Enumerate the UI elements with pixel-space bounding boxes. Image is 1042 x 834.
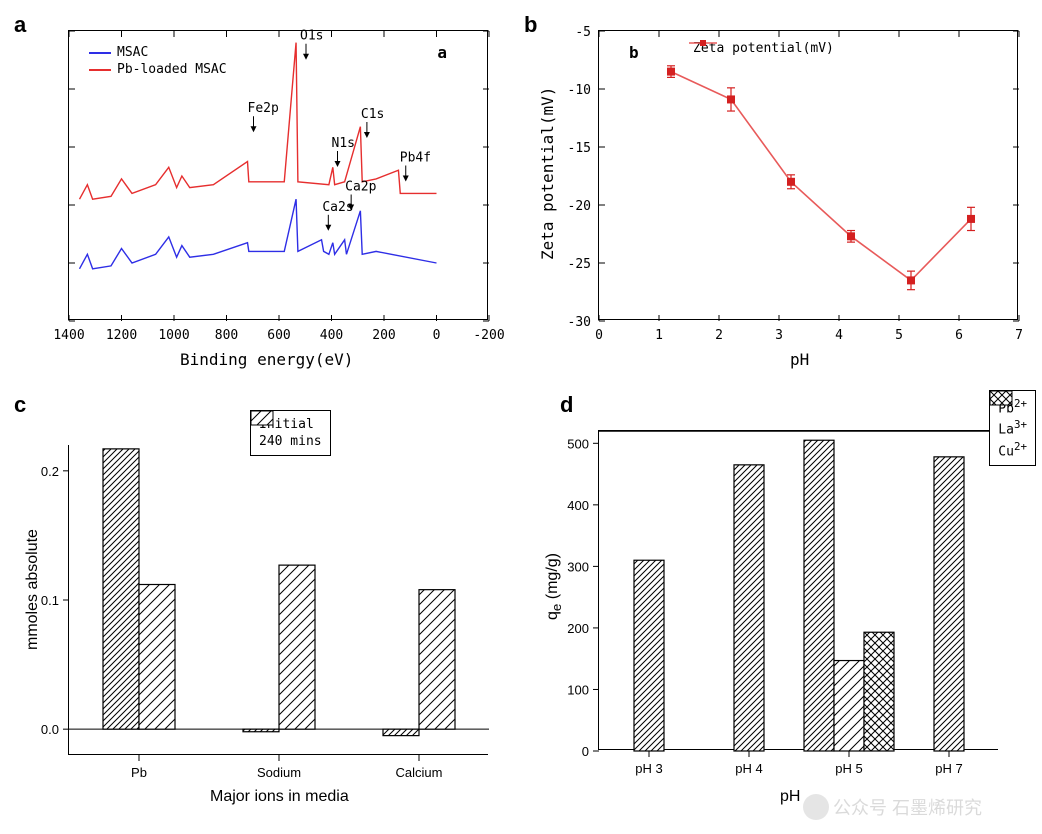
axis-y-label: qe (mg/g) bbox=[544, 553, 564, 620]
svg-text:3: 3 bbox=[775, 328, 783, 343]
svg-text:400: 400 bbox=[320, 328, 343, 343]
inset-label: a bbox=[437, 43, 447, 62]
svg-text:Pb4f: Pb4f bbox=[400, 151, 431, 166]
svg-text:-20: -20 bbox=[568, 199, 591, 214]
legend-text: La3+ bbox=[998, 418, 1027, 437]
svg-text:-5: -5 bbox=[575, 25, 591, 40]
legend-text: Pb-loaded MSAC bbox=[117, 62, 227, 77]
legend-text: Cu2+ bbox=[998, 440, 1027, 459]
svg-text:800: 800 bbox=[215, 328, 238, 343]
svg-text:Ca2p: Ca2p bbox=[345, 180, 376, 195]
plot-b-svg: 01234567-30-25-20-15-10-5 bbox=[599, 31, 1019, 321]
panel-a: a 1400 1200 1000 800 600 400 200 0 -200 O1s Fe2p N1… bbox=[10, 10, 510, 380]
panel-d-legend: Pb2+ La3+ Cu2+ bbox=[989, 390, 1036, 466]
svg-text:0: 0 bbox=[582, 744, 589, 759]
svg-text:C1s: C1s bbox=[361, 107, 384, 122]
svg-text:-200: -200 bbox=[473, 328, 504, 343]
svg-text:2: 2 bbox=[715, 328, 723, 343]
svg-text:N1s: N1s bbox=[332, 136, 355, 151]
plot-d-svg: 0100200300400500pH 3pH 4pH 5pH 7 bbox=[599, 431, 1009, 771]
watermark-text: 公众号 石墨烯研究 bbox=[833, 794, 982, 820]
inset-label-b: b bbox=[629, 43, 639, 62]
svg-text:1400: 1400 bbox=[53, 328, 84, 343]
svg-text:Pb: Pb bbox=[131, 765, 147, 780]
svg-text:-30: -30 bbox=[568, 315, 591, 330]
svg-text:pH 7: pH 7 bbox=[935, 761, 962, 776]
plot-b-area: 01234567-30-25-20-15-10-5 b Zeta potenti… bbox=[598, 30, 1018, 320]
svg-text:1000: 1000 bbox=[158, 328, 189, 343]
svg-text:1200: 1200 bbox=[106, 328, 137, 343]
panel-c: c 0.00.10.2PbSodiumC bbox=[10, 390, 510, 820]
legend-swatch bbox=[990, 391, 1012, 405]
panel-b: b 01234567-30-25-20-15-10-5 b Zeta poten… bbox=[520, 10, 1040, 380]
svg-text:Ca2s: Ca2s bbox=[322, 200, 353, 215]
legend-row: La3+ bbox=[998, 418, 1027, 437]
svg-text:4: 4 bbox=[835, 328, 843, 343]
axis-x-label: Major ions in media bbox=[210, 788, 349, 806]
panel-c-legend: Initial 240 mins bbox=[250, 410, 331, 456]
svg-text:-10: -10 bbox=[568, 83, 591, 98]
svg-text:0.1: 0.1 bbox=[41, 593, 59, 608]
legend-swatch bbox=[89, 52, 111, 54]
svg-text:0: 0 bbox=[595, 328, 603, 343]
legend-text: MSAC bbox=[117, 45, 148, 60]
svg-text:O1s: O1s bbox=[300, 29, 323, 44]
plot-c-svg: 0.00.10.2PbSodiumCalcium bbox=[59, 435, 499, 765]
axis-x-label: pH bbox=[790, 350, 809, 369]
panel-b-label: b bbox=[524, 12, 537, 38]
svg-text:600: 600 bbox=[267, 328, 290, 343]
panel-d: d 0100200300400500pH 3pH 4pH 5pH 7 Pb2+ … bbox=[520, 390, 1040, 820]
wechat-icon bbox=[803, 794, 829, 820]
svg-text:500: 500 bbox=[567, 436, 589, 451]
axis-y-label: mmoles absolute bbox=[24, 529, 42, 650]
legend-row: MSAC bbox=[89, 45, 227, 60]
axis-x-label: pH bbox=[780, 788, 800, 806]
svg-text:pH 4: pH 4 bbox=[735, 761, 762, 776]
svg-text:pH 5: pH 5 bbox=[835, 761, 862, 776]
svg-text:200: 200 bbox=[567, 621, 589, 636]
svg-text:0.2: 0.2 bbox=[41, 464, 59, 479]
svg-text:0: 0 bbox=[433, 328, 441, 343]
legend-row: 240 mins bbox=[259, 434, 322, 449]
plot-d-area: 0100200300400500pH 3pH 4pH 5pH 7 bbox=[598, 430, 998, 750]
svg-text:1: 1 bbox=[655, 328, 663, 343]
svg-text:100: 100 bbox=[567, 682, 589, 697]
watermark: 公众号 石墨烯研究 bbox=[803, 794, 982, 820]
svg-text:-15: -15 bbox=[568, 141, 591, 156]
plot-c-area: 0.00.10.2PbSodiumCalcium bbox=[68, 445, 488, 755]
svg-text:Fe2p: Fe2p bbox=[248, 101, 279, 116]
panel-a-label: a bbox=[14, 12, 26, 38]
panel-d-label: d bbox=[560, 392, 573, 418]
svg-text:400: 400 bbox=[567, 498, 589, 513]
legend-row: Pb-loaded MSAC bbox=[89, 62, 227, 77]
legend-swatch bbox=[89, 69, 111, 71]
svg-text:300: 300 bbox=[567, 559, 589, 574]
legend-marker bbox=[689, 37, 717, 49]
legend-row: Zeta potential(mV) bbox=[693, 41, 834, 56]
legend-text: 240 mins bbox=[259, 434, 322, 449]
svg-text:0.0: 0.0 bbox=[41, 722, 59, 737]
axis-x-label: Binding energy(eV) bbox=[180, 350, 353, 369]
svg-text:Calcium: Calcium bbox=[396, 765, 443, 780]
legend-row: Cu2+ bbox=[998, 440, 1027, 459]
svg-text:-25: -25 bbox=[568, 257, 591, 272]
svg-text:6: 6 bbox=[955, 328, 963, 343]
svg-text:7: 7 bbox=[1015, 328, 1023, 343]
panel-b-legend: Zeta potential(mV) bbox=[689, 37, 838, 60]
svg-text:5: 5 bbox=[895, 328, 903, 343]
panel-c-label: c bbox=[14, 392, 26, 418]
plot-a-area: 1400120010008006004002000-200O1sFe2pN1sC… bbox=[68, 30, 488, 320]
svg-text:pH 3: pH 3 bbox=[635, 761, 662, 776]
svg-text:Sodium: Sodium bbox=[257, 765, 301, 780]
axis-y-label: Zeta potential(mV) bbox=[538, 87, 557, 260]
figure-grid: a 1400120010008006004002000-200O1sFe2pN1… bbox=[10, 10, 1032, 820]
panel-a-legend: MSAC Pb-loaded MSAC bbox=[81, 39, 235, 83]
svg-text:200: 200 bbox=[372, 328, 395, 343]
legend-swatch bbox=[251, 411, 273, 425]
